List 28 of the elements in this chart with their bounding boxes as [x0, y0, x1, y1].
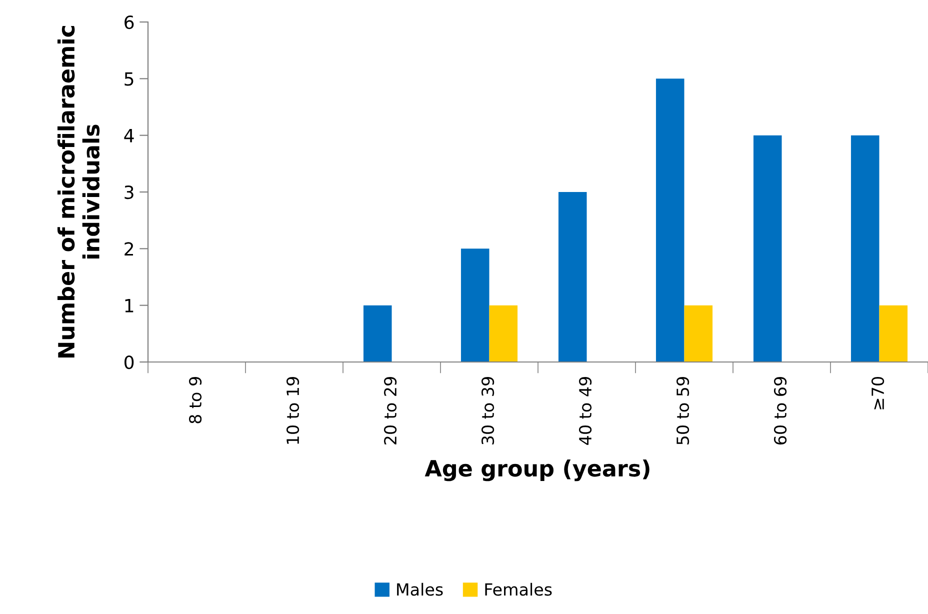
x-tick-label: 8 to 9: [188, 377, 202, 424]
x-tick-label: ≥70: [871, 376, 884, 410]
y-tick-label: 2: [124, 242, 133, 256]
legend-label: Males: [397, 582, 443, 596]
bar: [489, 305, 518, 362]
y-tick-label: 1: [125, 299, 134, 312]
x-tick-label: 60 to 69: [774, 377, 787, 444]
y-tick-label: 6: [124, 15, 134, 30]
x-tick-label: 30 to 39: [481, 377, 494, 444]
x-tick-label: 10 to 19: [286, 377, 300, 444]
y-tick-label: 0: [124, 355, 134, 370]
bar: [684, 305, 713, 362]
y-axis-title: Number of microfilaraemic individuals: [57, 26, 100, 358]
x-tick-label: 40 to 49: [578, 377, 592, 445]
legend-label: Females: [485, 582, 552, 596]
bar: [879, 305, 908, 362]
x-axis-title: Age group (years): [424, 460, 650, 482]
x-tick-label: 50 to 59: [676, 377, 690, 444]
bar: [850, 135, 880, 362]
bar: [363, 305, 392, 362]
bar: [460, 248, 490, 362]
y-tick-label: 5: [124, 72, 134, 86]
bar: [656, 78, 684, 362]
bar: [558, 192, 587, 362]
y-tick-label: 4: [124, 129, 134, 142]
bar: [753, 135, 782, 362]
x-tick-label: 20 to 29: [384, 377, 397, 444]
y-tick-label: 3: [124, 185, 134, 200]
